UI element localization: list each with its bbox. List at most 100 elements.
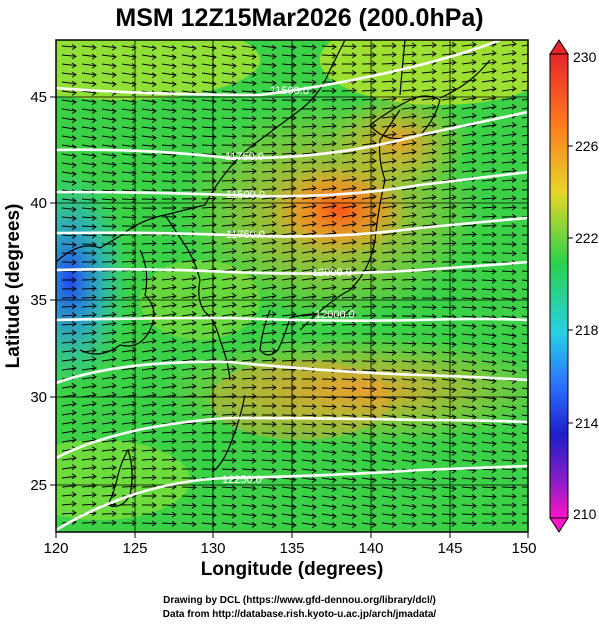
wind-arrow [321,114,337,121]
wind-arrow [401,221,417,228]
wind-arrow [341,330,357,337]
wind-arrow [521,44,528,47]
wind-arrow [421,77,437,84]
wind-arrow [261,384,277,391]
wind-arrow [81,347,97,354]
wind-arrow [421,95,437,102]
wind-arrow [421,249,437,255]
wind-arrow [261,203,277,210]
wind-arrow [221,402,237,409]
wind-arrow [281,430,297,437]
wind-arrow [301,70,317,77]
wind-arrow [461,231,477,238]
wind-arrow [321,96,337,103]
wind-arrow [521,288,528,291]
wind-arrow [441,304,457,311]
wind-arrow [441,277,457,283]
wind-arrow [481,287,497,293]
wind-arrow [61,99,77,105]
wind-arrow [181,72,197,78]
wind-arrow [481,342,497,348]
wind-arrow [521,333,528,336]
wind-arrow [101,126,117,133]
contour-label: 12000.0 [315,309,355,321]
colorbar-min-arrow [549,517,569,533]
y-tick-label: 25 [30,477,47,494]
wind-arrow [501,440,517,447]
wind-arrow [341,52,357,59]
wind-arrow [241,53,257,60]
wind-arrow [461,485,477,492]
wind-arrow [281,176,297,183]
wind-arrow [181,337,197,344]
wind-arrow [481,149,497,156]
wind-arrow [301,320,317,327]
colorbar-label: 210 [573,506,597,522]
wind-arrow [101,153,117,159]
wind-arrow [481,296,497,303]
wind-arrow [461,59,477,66]
wind-arrow [281,203,297,209]
wind-arrow [321,123,337,129]
wind-arrow [161,293,177,299]
wind-arrow [381,257,397,264]
wind-arrow [261,212,277,219]
wind-arrow [221,485,237,491]
wind-arrow [401,331,417,338]
wind-arrow [341,113,357,120]
wind-arrow [81,285,97,292]
wind-arrow [261,494,277,501]
wind-arrow [261,141,277,148]
wind-arrow [421,194,437,201]
wind-arrow [181,239,197,246]
wind-arrow [141,275,157,282]
wind-arrow [161,116,177,123]
wind-arrow [301,211,317,218]
wind-arrow [281,403,297,410]
wind-arrow [381,193,397,200]
wind-arrow [341,43,357,50]
x-tick-labels: 120 125 130 135 140 145 150 [43,540,536,557]
x-axis-label: Longitude (degrees) [201,559,384,580]
wind-arrow [421,286,437,292]
wind-arrow [81,197,97,204]
wind-arrow [461,185,477,192]
wind-arrow [161,169,177,176]
wind-arrow [481,131,497,137]
wind-arrow [181,392,197,399]
wind-arrow [101,455,117,462]
wind-arrow [101,285,117,291]
wind-arrow [261,115,277,122]
wind-arrow [121,108,137,115]
wind-arrow [421,295,437,302]
wind-arrow [441,450,457,456]
wind-arrow [341,339,357,346]
wind-arrow [161,346,177,353]
wind-arrow [61,71,77,78]
wind-arrow [301,176,317,183]
wind-arrow [301,53,317,59]
wind-arrow [461,203,477,210]
wind-arrow [421,459,437,465]
wind-arrow [61,135,77,142]
wind-arrow [221,203,237,210]
wind-arrow [521,324,528,327]
wind-arrow [401,432,417,439]
wind-arrow [481,387,497,394]
wind-arrow [241,292,257,299]
wind-arrow [361,52,377,58]
wind-arrow [461,350,477,357]
wind-arrow [381,113,397,120]
wind-arrow [401,139,417,146]
wind-arrow [341,303,357,309]
wind-arrow [201,195,217,202]
wind-arrow [481,351,497,357]
wind-arrow [261,71,277,78]
wind-arrow [481,378,497,385]
wind-arrow [341,431,357,438]
wind-arrow [321,158,337,165]
wind-arrow [221,283,237,290]
wind-arrow [441,258,457,265]
wind-arrow [161,178,177,185]
wind-arrow [101,338,117,344]
